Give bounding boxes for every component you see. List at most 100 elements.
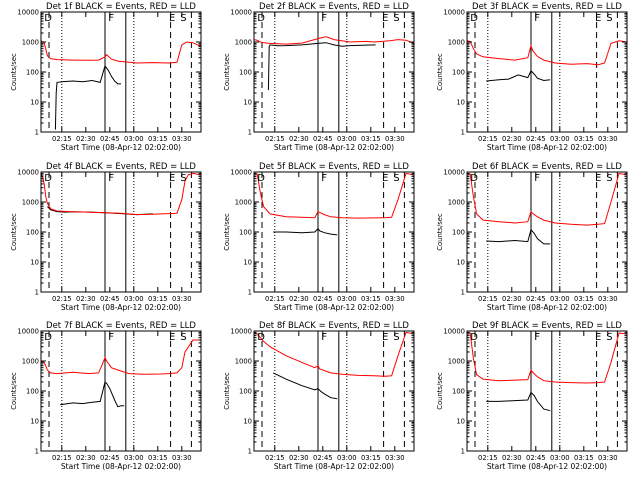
x-tick-label: 03:30	[172, 135, 192, 143]
lld-series-line	[253, 172, 415, 219]
region-letter: D	[257, 173, 265, 184]
x-tick-label: 02:15	[52, 135, 72, 143]
y-tick-label: 10	[30, 418, 39, 426]
x-axis-label: Start Time (08-Apr-12 02:02:00)	[487, 143, 607, 152]
y-tick-label: 10000	[17, 328, 39, 336]
x-tick-label: 02:15	[52, 295, 72, 303]
y-tick-label: 1	[461, 129, 465, 137]
x-tick-label: 03:15	[574, 454, 594, 462]
x-tick-label: 02:45	[100, 295, 120, 303]
x-tick-label: 03:30	[172, 454, 192, 462]
x-tick-label: 03:15	[574, 295, 594, 303]
panel-1: D F E S 1 10 100 1000 10000 02:15 02:30 02:45 03:00 0…	[10, 2, 202, 152]
x-tick-label: 02:30	[502, 295, 522, 303]
region-letter: F	[108, 13, 114, 24]
y-tick-label: 10000	[230, 169, 252, 177]
x-tick-label: 02:15	[52, 454, 72, 462]
x-tick-label: 02:30	[76, 295, 96, 303]
x-tick-label: 02:45	[100, 454, 120, 462]
y-tick-label: 1	[461, 448, 465, 456]
y-tick-label: 100	[239, 69, 252, 77]
plot-frame	[40, 330, 202, 452]
y-tick-label: 1	[35, 448, 39, 456]
y-tick-label: 1	[248, 289, 252, 297]
region-letter: E	[169, 332, 175, 343]
y-tick-label: 1	[35, 289, 39, 297]
x-tick-label: 02:30	[289, 135, 309, 143]
y-tick-label: 100	[26, 229, 39, 237]
y-tick-label: 1	[35, 129, 39, 137]
x-tick-label: 02:15	[478, 295, 498, 303]
events-series-line	[486, 391, 551, 412]
x-tick-label: 03:15	[361, 135, 381, 143]
x-tick-label: 02:30	[76, 454, 96, 462]
x-tick-label: 02:45	[313, 135, 333, 143]
y-tick-label: 100	[239, 388, 252, 396]
region-letter: D	[470, 13, 478, 24]
panel-9: D F E S 1 10 100 1000 10000 02:15 02:30 02:45 03:00 0…	[436, 321, 628, 471]
x-tick-label: 02:45	[526, 454, 546, 462]
panel-3: D F E S 1 10 100 1000 10000 02:15 02:30 02:45 03:00 0…	[436, 2, 628, 152]
x-axis-label: Start Time (08-Apr-12 02:02:00)	[61, 143, 181, 152]
region-letter: E	[382, 332, 388, 343]
lld-series-line	[253, 331, 415, 377]
plot-frame	[253, 330, 415, 452]
lld-series-line	[466, 331, 628, 384]
region-letter: S	[180, 332, 186, 343]
region-letter: E	[382, 173, 388, 184]
region-letter: F	[534, 173, 540, 184]
plot-frame	[466, 330, 628, 452]
x-tick-label: 03:15	[361, 454, 381, 462]
y-axis-label: Counts/sec	[223, 372, 231, 410]
region-letter: S	[393, 173, 399, 184]
region-letter: E	[595, 332, 601, 343]
x-tick-label: 03:15	[574, 135, 594, 143]
y-tick-label: 10	[243, 99, 252, 107]
x-tick-label: 02:30	[502, 454, 522, 462]
panel-2: D F E S 1 10 100 1000 10000 02:15 02:30 02:45 03:00 0…	[223, 2, 415, 152]
y-tick-label: 10	[243, 259, 252, 267]
y-tick-label: 1000	[448, 199, 465, 207]
x-tick-label: 03:30	[172, 295, 192, 303]
x-tick-label: 03:15	[148, 454, 168, 462]
x-tick-label: 03:00	[124, 295, 144, 303]
x-tick-label: 02:30	[289, 295, 309, 303]
x-axis-label: Start Time (08-Apr-12 02:02:00)	[274, 462, 394, 471]
x-tick-label: 02:30	[76, 135, 96, 143]
region-letter: E	[382, 13, 388, 24]
events-series-line	[486, 69, 551, 82]
y-tick-label: 1	[248, 129, 252, 137]
x-tick-label: 03:00	[550, 135, 570, 143]
lld-series-line	[40, 40, 202, 64]
y-tick-label: 10000	[230, 9, 252, 17]
region-letter: F	[108, 173, 114, 184]
y-tick-label: 10	[456, 99, 465, 107]
x-tick-label: 02:15	[265, 295, 285, 303]
region-letter: S	[393, 332, 399, 343]
y-tick-label: 1	[248, 448, 252, 456]
panel-title: Det 6f BLACK = Events, RED = LLD	[472, 162, 622, 172]
region-letter: D	[470, 173, 478, 184]
panel-title: Det 2f BLACK = Events, RED = LLD	[259, 2, 409, 12]
events-series-line	[273, 227, 338, 236]
y-tick-label: 10000	[230, 328, 252, 336]
region-letter: D	[44, 173, 52, 184]
region-letter: F	[108, 332, 114, 343]
x-tick-label: 03:00	[124, 454, 144, 462]
x-tick-label: 03:15	[148, 295, 168, 303]
panel-title: Det 3f BLACK = Events, RED = LLD	[472, 2, 622, 12]
y-tick-label: 1000	[448, 39, 465, 47]
y-tick-label: 10000	[443, 328, 465, 336]
y-axis-label: Counts/sec	[436, 53, 444, 91]
events-series-line	[54, 64, 121, 130]
y-tick-label: 10	[30, 259, 39, 267]
region-letter: S	[180, 13, 186, 24]
region-letter: D	[44, 332, 52, 343]
x-tick-label: 03:00	[124, 135, 144, 143]
y-axis-label: Counts/sec	[223, 53, 231, 91]
y-axis-label: Counts/sec	[436, 372, 444, 410]
lld-series-line	[253, 36, 415, 45]
y-tick-label: 1000	[235, 199, 252, 207]
x-axis-label: Start Time (08-Apr-12 02:02:00)	[61, 462, 181, 471]
